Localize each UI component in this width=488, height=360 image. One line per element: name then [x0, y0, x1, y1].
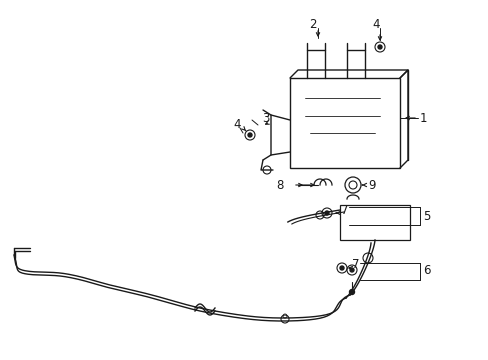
Text: 8: 8 — [276, 179, 284, 192]
Text: 7: 7 — [351, 258, 359, 271]
Text: 3: 3 — [262, 112, 269, 125]
Circle shape — [247, 133, 251, 137]
Text: 6: 6 — [422, 265, 429, 278]
Circle shape — [339, 266, 343, 270]
Bar — [289, 78, 399, 168]
Text: 9: 9 — [367, 179, 375, 192]
Text: 1: 1 — [419, 112, 427, 125]
Circle shape — [349, 289, 354, 294]
Text: 2: 2 — [308, 18, 316, 31]
Text: 5: 5 — [422, 210, 429, 222]
Text: 7: 7 — [340, 203, 348, 216]
Text: 4: 4 — [371, 18, 379, 31]
Circle shape — [349, 268, 353, 272]
Text: 4: 4 — [232, 117, 240, 131]
Circle shape — [325, 211, 328, 215]
Circle shape — [377, 45, 381, 49]
Bar — [339, 205, 409, 240]
